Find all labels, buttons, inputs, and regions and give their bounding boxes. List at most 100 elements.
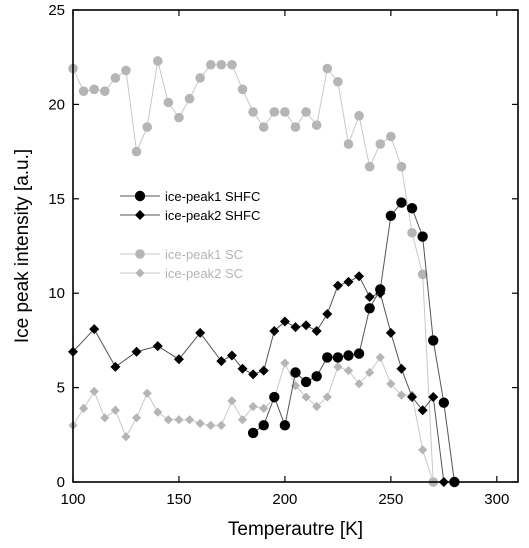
data-point bbox=[343, 276, 354, 287]
plot-frame bbox=[72, 9, 519, 483]
data-point bbox=[121, 432, 131, 442]
data-point bbox=[258, 365, 269, 376]
data-point bbox=[216, 420, 226, 430]
data-point bbox=[110, 73, 121, 83]
data-point bbox=[396, 390, 407, 400]
x-tick-label: 100 bbox=[60, 491, 85, 508]
data-point bbox=[438, 397, 450, 408]
data-point bbox=[248, 369, 259, 380]
data-point bbox=[100, 413, 110, 423]
x-tick-label: 250 bbox=[378, 491, 403, 508]
series-line bbox=[72, 275, 445, 483]
legend-marker bbox=[135, 268, 145, 278]
data-point bbox=[226, 350, 237, 361]
data-point bbox=[258, 420, 269, 431]
legend-label: ice-peak2 SHFC bbox=[165, 208, 260, 223]
data-point bbox=[375, 139, 386, 149]
y-tick-label: 15 bbox=[48, 191, 65, 208]
data-point bbox=[396, 161, 407, 172]
data-point bbox=[110, 361, 121, 372]
data-point bbox=[417, 405, 428, 416]
data-point bbox=[89, 84, 99, 95]
data-point bbox=[385, 327, 396, 338]
data-point bbox=[269, 391, 280, 403]
data-point bbox=[365, 367, 375, 378]
data-point bbox=[417, 269, 428, 280]
data-point bbox=[142, 388, 152, 398]
data-point bbox=[227, 59, 237, 70]
data-point bbox=[354, 110, 364, 121]
data-point bbox=[386, 131, 396, 142]
data-point bbox=[322, 352, 333, 363]
legend-marker bbox=[135, 210, 145, 220]
x-tick-label: 300 bbox=[484, 491, 509, 508]
data-point bbox=[364, 291, 375, 302]
data-point bbox=[163, 415, 173, 425]
data-point bbox=[333, 362, 343, 372]
y-tick-label: 25 bbox=[48, 2, 65, 19]
data-point bbox=[152, 341, 163, 352]
data-point bbox=[184, 415, 195, 425]
data-point bbox=[343, 366, 354, 376]
data-point bbox=[407, 392, 418, 403]
data-point bbox=[375, 284, 386, 295]
data-point bbox=[301, 392, 311, 402]
data-point bbox=[247, 427, 259, 439]
legend-label: ice-peak1 SC bbox=[165, 247, 243, 262]
data-point bbox=[364, 303, 375, 314]
data-point bbox=[396, 363, 407, 374]
data-point bbox=[322, 63, 333, 74]
data-point bbox=[89, 324, 100, 335]
data-point bbox=[290, 367, 301, 378]
axes-layer: 100 150 200 250 300 0 5 10 15 20 25 bbox=[48, 2, 518, 508]
data-point bbox=[216, 356, 227, 367]
y-tick-label: 20 bbox=[48, 96, 65, 113]
legend-label: ice-peak1 SHFC bbox=[165, 189, 260, 204]
data-point bbox=[237, 363, 248, 374]
data-point bbox=[332, 280, 343, 291]
data-point bbox=[311, 325, 322, 336]
data-point bbox=[195, 418, 205, 429]
data-point bbox=[142, 122, 152, 132]
x-axis-title: Temperautre [K] bbox=[228, 519, 363, 540]
data-point bbox=[110, 405, 120, 415]
data-point bbox=[173, 354, 184, 365]
data-point bbox=[290, 122, 301, 132]
data-point bbox=[258, 122, 269, 132]
data-point bbox=[78, 403, 89, 413]
data-point bbox=[279, 420, 291, 431]
legend-entry: ice-peak1 SHFC bbox=[120, 189, 260, 204]
y-tick-label: 0 bbox=[57, 474, 65, 491]
series-ice-peak2-shfc bbox=[68, 271, 449, 487]
series-line bbox=[72, 60, 434, 483]
data-point bbox=[386, 379, 396, 389]
data-point bbox=[290, 322, 301, 333]
series-line bbox=[252, 201, 455, 483]
y-tick-label: 5 bbox=[57, 380, 65, 397]
data-point bbox=[333, 76, 343, 87]
data-point bbox=[174, 415, 184, 425]
legend-entry: ice-peak2 SHFC bbox=[120, 208, 260, 223]
data-point bbox=[428, 392, 439, 403]
data-point bbox=[174, 112, 184, 123]
data-point bbox=[131, 413, 142, 423]
data-point bbox=[184, 93, 195, 104]
data-point bbox=[131, 146, 142, 157]
legend: ice-peak1 SHFC ice-peak2 SHFC ice-peak1 SC… bbox=[120, 189, 260, 281]
data-point bbox=[163, 97, 174, 108]
data-point bbox=[279, 316, 290, 327]
data-point bbox=[152, 56, 163, 66]
data-point bbox=[301, 320, 312, 331]
data-point bbox=[301, 107, 311, 117]
legend-entry: ice-peak2 SC bbox=[120, 266, 243, 281]
data-point bbox=[407, 227, 417, 238]
data-point bbox=[248, 107, 258, 117]
data-point bbox=[248, 401, 258, 412]
legend-marker bbox=[135, 249, 145, 259]
data-point bbox=[78, 86, 89, 96]
data-point bbox=[206, 420, 216, 430]
data-point bbox=[311, 120, 322, 130]
x-tick-label: 150 bbox=[166, 491, 191, 508]
data-point bbox=[322, 308, 333, 319]
data-point bbox=[237, 84, 248, 95]
